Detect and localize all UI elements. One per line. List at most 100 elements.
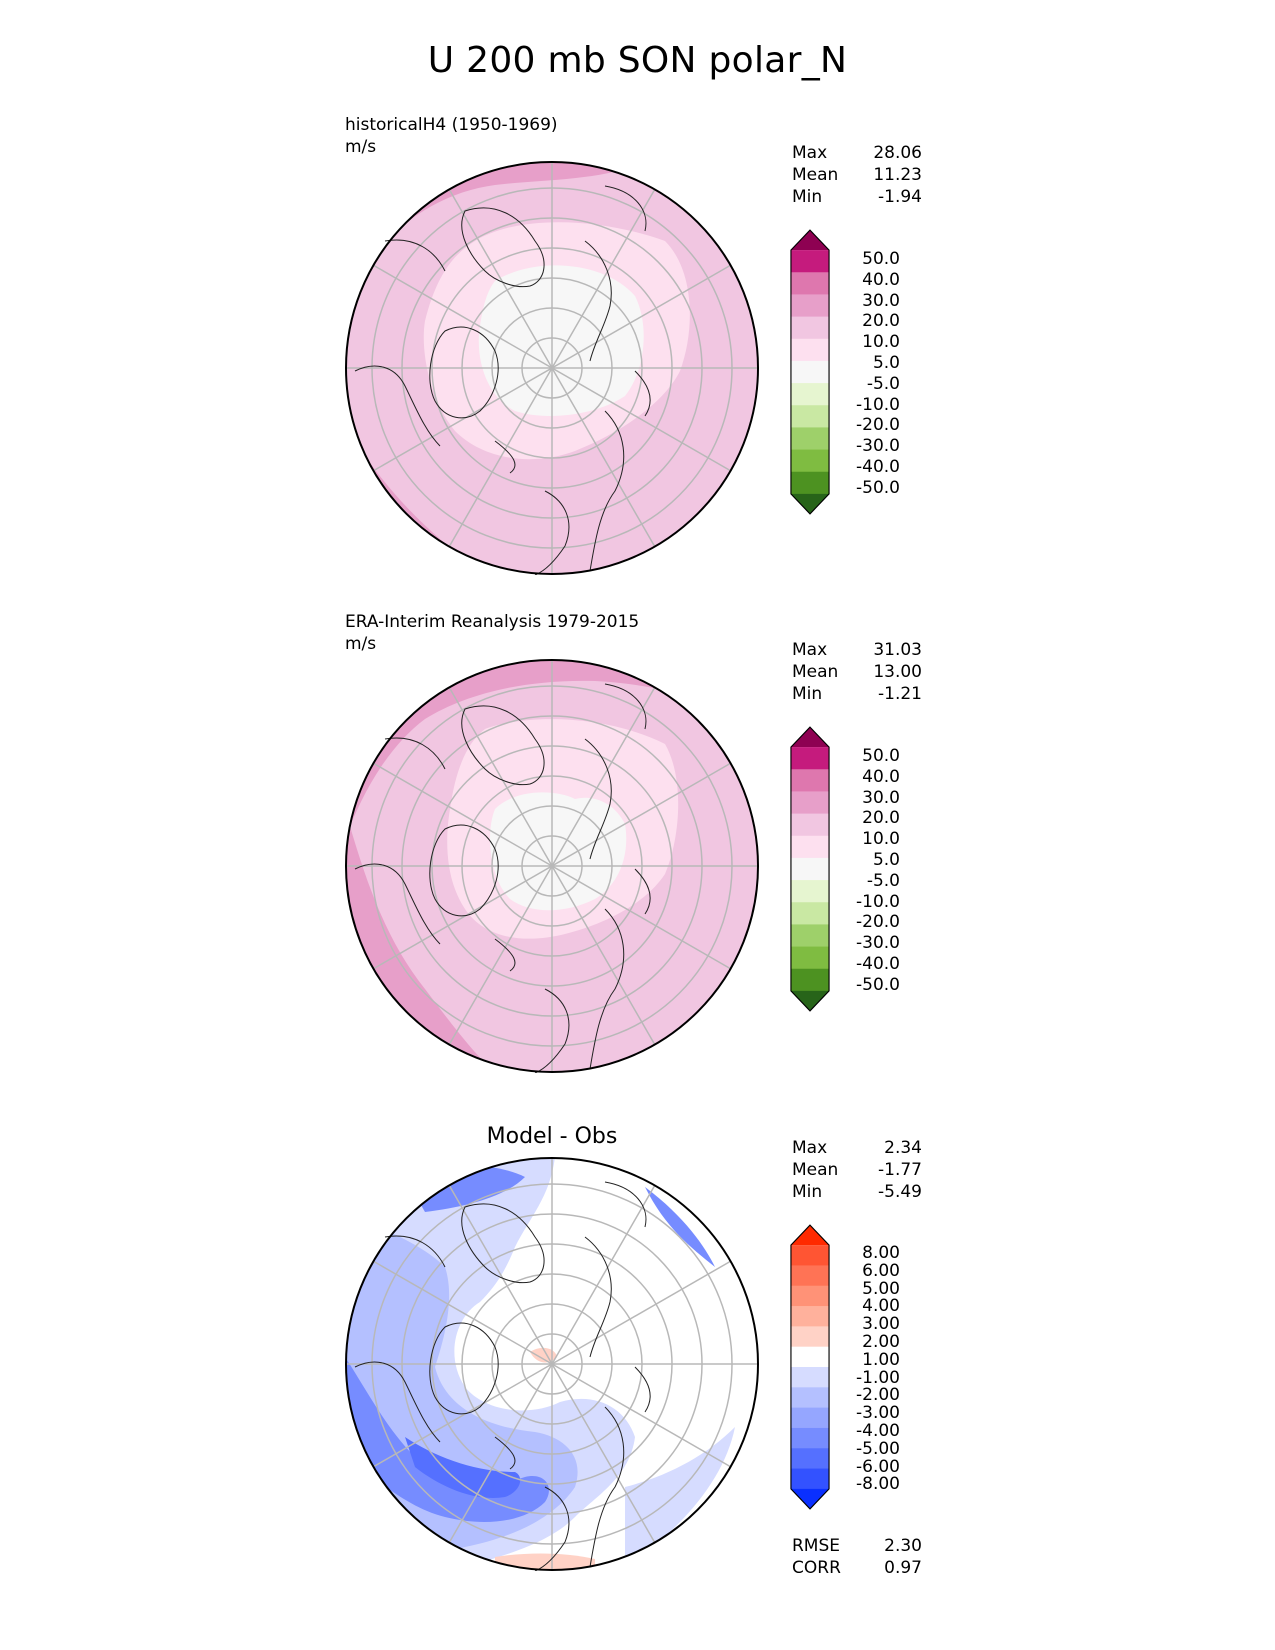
panel-3-map-boundary [345,1157,759,1571]
colorbar-tick-label: 6.00 [862,1260,900,1281]
colorbar-outline [790,229,830,515]
panel-1-stat-mean: Mean 11.23 [792,165,922,185]
panel-3-stat-max: Max 2.34 [792,1138,922,1158]
colorbar-band [790,1285,830,1307]
panel-3-graticule [346,1158,758,1570]
colorbar-tick-label: 4.00 [862,1296,900,1317]
colorbar-band [790,471,830,495]
colorbar-tick-label: -5.00 [856,1438,900,1459]
panel-1-colorbar [790,229,830,515]
colorbar-extend-top [790,230,830,251]
colorbar-band [790,902,830,925]
colorbar-band [790,294,830,318]
panel-2-stats: Max 31.03 Mean 13.00 Min -1.21 [792,639,922,705]
colorbar-band [790,1367,830,1388]
panel-3-strong-negative-zone [346,1357,549,1522]
colorbar-band [790,791,830,815]
panel-3-title: Model - Obs [486,1124,618,1149]
colorbar-band [790,1245,830,1266]
panel-2-stat-max: Max 31.03 [792,640,922,660]
panel-3-colorbar [790,1224,830,1510]
colorbar-tick-label: -1.00 [856,1367,900,1388]
colorbar-band [790,946,830,970]
panel-2-stat-min: Min -1.21 [792,684,922,704]
panel-1-dataset: historicalH4 (1950-1969) [345,115,558,135]
colorbar-tick-label: -20.0 [856,912,900,933]
colorbar-tick-label: 10.0 [862,332,900,353]
panel-3-positive-spot [530,1347,557,1363]
colorbar-band [790,338,830,362]
panel-1-calm-zone [478,265,644,416]
panel-2-graticule [346,660,758,1072]
colorbar-tick-label: 10.0 [862,829,900,850]
colorbar-extend-bottom [790,1488,830,1509]
panel-3-coastlines [354,1181,651,1571]
panel-1-units: m/s [345,137,377,157]
colorbar-tick-label: 50.0 [862,249,900,269]
colorbar-band [790,924,830,948]
colorbar-tick-label: 50.0 [862,746,900,766]
panel-3-stat-mean: Mean -1.77 [792,1160,922,1180]
colorbar-extend-top [790,727,830,748]
colorbar-tick-label: 5.0 [872,353,900,373]
panel-3-metric-corr: CORR 0.97 [792,1558,922,1578]
panel-1-stat-max: Max 28.06 [792,143,922,163]
colorbar-band [790,1306,830,1327]
panel-1-polar-map [345,161,759,575]
panel-3-stats: Max 2.34 Mean -1.77 Min -5.49 [792,1137,922,1203]
panel-1-graticule [346,162,758,574]
colorbar-band [790,1265,830,1287]
colorbar-band [790,835,830,859]
colorbar-tick-label: -40.0 [856,457,900,477]
colorbar-tick-label: -30.0 [856,436,900,457]
colorbar-band [790,769,830,792]
colorbar-tick-label: -4.00 [856,1421,900,1441]
colorbar-band [790,1346,830,1368]
panel-2-colorbar [790,726,830,1012]
colorbar-tick-label: 30.0 [862,787,900,808]
panel-2-units: m/s [345,634,377,654]
colorbar-band [790,250,830,273]
colorbar-band [790,747,830,770]
panel-2-map-boundary [345,659,759,1073]
colorbar-band [790,813,830,837]
panel-1-label: historicalH4 (1950-1969) m/s [345,114,558,158]
colorbar-tick-label: -10.0 [856,891,900,912]
colorbar-band [790,880,830,903]
colorbar-band [790,449,830,473]
panel-1-coastlines [354,185,651,575]
panel-1-map-boundary [345,161,759,575]
colorbar-band [790,405,830,428]
colorbar-tick-label: 40.0 [862,269,900,290]
colorbar-tick-label: -20.0 [856,415,900,436]
colorbar-tick-label: 20.0 [862,311,900,332]
colorbar-tick-label: -10.0 [856,394,900,415]
colorbar-tick-label: 40.0 [862,766,900,787]
colorbar-band [790,316,830,340]
panel-3-metrics: RMSE 2.30 CORR 0.97 [792,1535,922,1579]
colorbar-tick-label: -50.0 [856,477,900,498]
colorbar-tick-label: -40.0 [856,954,900,974]
colorbar-tick-label: 8.00 [862,1243,900,1263]
panel-3-metric-rmse: RMSE 2.30 [792,1536,922,1556]
colorbar-tick-label: -2.00 [856,1385,900,1406]
colorbar-tick-label: -5.0 [866,373,900,394]
colorbar-tick-label: 20.0 [862,808,900,829]
panel-2-stat-mean: Mean 13.00 [792,662,922,682]
colorbar-tick-label: -30.0 [856,933,900,954]
colorbar-tick-label: 3.00 [862,1314,900,1335]
colorbar-band [790,1387,830,1409]
colorbar-outline [790,1224,830,1510]
panel-3-northeast-negative-zone [645,1187,715,1267]
panel-2-label: ERA-Interim Reanalysis 1979-2015 m/s [345,611,639,655]
colorbar-tick-label: 5.00 [862,1278,900,1299]
colorbar-band [790,383,830,406]
panel-1-stat-min: Min -1.94 [792,187,922,207]
colorbar-tick-label: -5.0 [866,870,900,891]
panel-3-stat-min: Min -5.49 [792,1182,922,1202]
colorbar-tick-label: -50.0 [856,974,900,995]
colorbar-band [790,1448,830,1470]
colorbar-band [790,1468,830,1490]
colorbar-band [790,1326,830,1348]
panel-2-high-zone-north [346,660,758,839]
